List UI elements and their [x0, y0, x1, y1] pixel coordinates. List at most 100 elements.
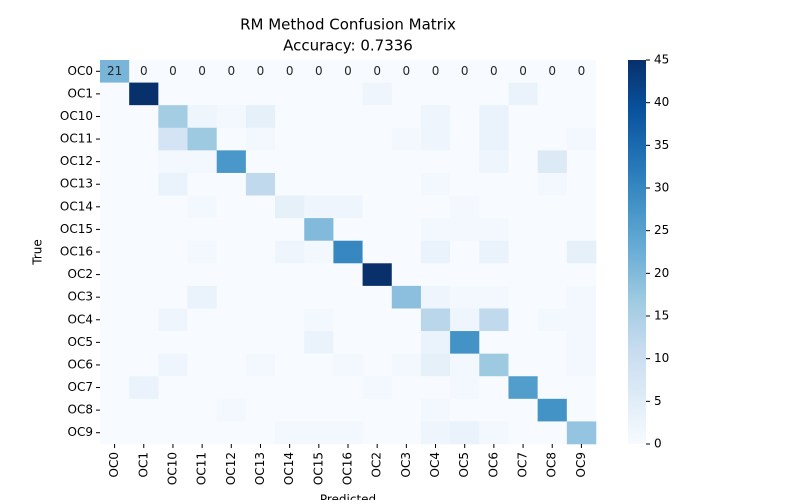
cell: [245, 353, 276, 377]
cell: [245, 240, 276, 264]
cell: [362, 105, 393, 129]
cell: [245, 398, 276, 422]
cell: [245, 150, 276, 174]
cell: [537, 127, 568, 151]
cell: [333, 353, 363, 377]
colorbar-tick-label: 35: [654, 138, 669, 152]
cell: [100, 353, 130, 377]
cell: [479, 285, 509, 309]
chart-title: RM Method Confusion Matrix: [240, 16, 456, 34]
cell: [362, 172, 393, 196]
cell-label: 0: [169, 64, 177, 78]
x-tick-label: OC16: [341, 452, 355, 485]
cell: [275, 82, 305, 106]
cell: [362, 195, 393, 219]
chart-subtitle: Accuracy: 0.7336: [283, 37, 413, 55]
cell: [187, 218, 218, 242]
x-tick-label: OC15: [311, 452, 325, 485]
cell: [187, 150, 218, 174]
cell-label: 0: [490, 64, 498, 78]
cell: [566, 218, 597, 242]
x-tick-label: OC6: [486, 452, 500, 477]
cell: [333, 60, 363, 83]
colorbar-tick-label: 10: [654, 351, 669, 365]
cell: [275, 105, 305, 129]
cell: [391, 263, 422, 287]
cell: [479, 127, 509, 151]
cell: [158, 331, 188, 354]
cell: [129, 398, 159, 422]
cell: [100, 82, 130, 106]
cell: [508, 421, 538, 445]
cell: [420, 263, 451, 287]
cell: [187, 105, 218, 129]
y-tick-label: OC12: [60, 154, 93, 168]
cell: [508, 240, 538, 264]
cell: [216, 263, 247, 287]
cell: [158, 127, 188, 151]
y-tick-label: OC10: [60, 109, 93, 123]
cell: [362, 376, 393, 400]
cell: [333, 127, 363, 151]
cell: [362, 60, 393, 83]
cell: [420, 218, 451, 242]
cell: [100, 172, 130, 196]
cell: [333, 398, 363, 422]
cell: [420, 353, 451, 377]
cell: [187, 60, 218, 83]
cell: [187, 285, 218, 309]
cell: [450, 218, 480, 242]
cell: [450, 150, 480, 174]
cell: [275, 195, 305, 219]
colorbar-tick-label: 20: [654, 266, 669, 280]
colorbar-tick-label: 15: [654, 309, 669, 323]
cell: [391, 105, 422, 129]
y-tick-label: OC13: [60, 177, 93, 191]
cell: [216, 398, 247, 422]
colorbar-tick-label: 40: [654, 95, 669, 109]
cell: [333, 263, 363, 287]
cell: [304, 82, 334, 106]
cell: [362, 353, 393, 377]
cell: [450, 331, 480, 354]
cell: [333, 218, 363, 242]
cell: [275, 240, 305, 264]
cell: [566, 82, 597, 106]
cell: [245, 263, 276, 287]
cell: [479, 150, 509, 174]
cell: [304, 105, 334, 129]
cell: [216, 376, 247, 400]
cell: [100, 263, 130, 287]
cell: [187, 195, 218, 219]
cell: [508, 308, 538, 332]
cell: [450, 421, 480, 445]
cell: [566, 376, 597, 400]
cell: [158, 105, 188, 129]
cell: [537, 331, 568, 354]
cell: [187, 308, 218, 332]
cell: [129, 60, 159, 83]
cell: [508, 285, 538, 309]
cell: [508, 331, 538, 354]
cell: [537, 398, 568, 422]
cell: [479, 331, 509, 354]
cell: [479, 172, 509, 196]
cell: [333, 285, 363, 309]
cell-label: 0: [578, 64, 586, 78]
cell: [333, 82, 363, 106]
cell: [275, 172, 305, 196]
cell-label: 0: [432, 64, 440, 78]
y-tick-label: OC5: [68, 335, 93, 349]
y-tick-label: OC9: [68, 425, 93, 439]
cell: [537, 376, 568, 400]
cell: [158, 308, 188, 332]
cell: [450, 195, 480, 219]
x-tick-label: OC2: [370, 452, 384, 477]
cell: [158, 150, 188, 174]
cell: [362, 398, 393, 422]
cell: [100, 376, 130, 400]
cell: [450, 308, 480, 332]
colorbar-tick-label: 30: [654, 181, 669, 195]
cell: [566, 60, 597, 83]
cell: [420, 398, 451, 422]
